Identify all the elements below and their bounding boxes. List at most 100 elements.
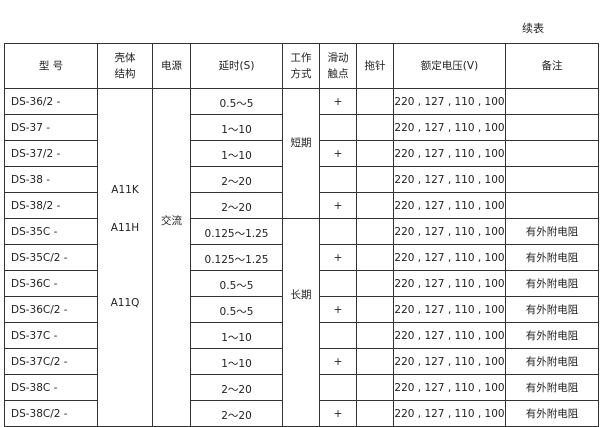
drag-pointer-cell <box>356 88 394 115</box>
table-row: DS-36/2 - A11K A11H A11Q 交流 0.5～5 短期 +220 , 127… <box>4 88 599 427</box>
note-cell: 有外附电阻 <box>505 348 599 375</box>
note-cell: 有外附电阻 <box>505 244 599 271</box>
rated-voltage-cell: 220 , 127 , 110 , 100 <box>393 218 506 245</box>
work-mode-cell: 短期 <box>282 88 320 219</box>
header-power: 电源 <box>152 43 191 89</box>
note-cell <box>505 192 599 219</box>
slide-contact-cell <box>319 218 357 245</box>
slide-contact-cell <box>319 322 357 349</box>
delay-cell: 2～20 <box>190 192 283 219</box>
rated-voltage-cell: 220 , 127 , 110 , 100 <box>393 374 506 401</box>
delay-cell: 2～20 <box>190 400 283 427</box>
model-cell: DS-37 - <box>4 114 98 141</box>
header-note: 备注 <box>505 43 599 89</box>
shell-group-a11h: A11H <box>110 222 140 234</box>
model-cell: DS-36C - <box>4 270 98 297</box>
header-row: 型 号壳体 结构 电源 延时(S) 工作 方式 滑动 触点 拖针 额定电压(V) 备注 <box>4 43 599 89</box>
model-cell: DS-38/2 - <box>4 192 98 219</box>
model-cell: DS-38 - <box>4 166 98 193</box>
rated-voltage-cell: 220 , 127 , 110 , 100 <box>393 140 506 167</box>
delay-cell: 1～10 <box>190 348 283 375</box>
drag-pointer-cell <box>356 192 394 219</box>
header-slide-contact: 滑动 触点 <box>319 43 357 89</box>
delay-cell: 0.125～1.25 <box>190 244 283 271</box>
note-cell: 有外附电阻 <box>505 296 599 323</box>
drag-pointer-cell <box>356 270 394 297</box>
rated-voltage-cell: 220 , 127 , 110 , 100 <box>393 114 506 141</box>
delay-cell: 0.5～5 <box>190 270 283 297</box>
drag-pointer-cell <box>356 374 394 401</box>
model-cell: DS-37/2 - <box>4 140 98 167</box>
slide-contact-cell <box>319 114 357 141</box>
model-cell: DS-36C/2 - <box>4 296 98 323</box>
model-cell: DS-36/2 - <box>4 88 98 115</box>
work-mode-long: 长期 <box>290 289 312 301</box>
drag-pointer-cell <box>356 114 394 141</box>
rated-voltage-cell: 220 , 127 , 110 , 100 <box>393 270 506 297</box>
model-cell: DS-38C/2 - <box>4 400 98 427</box>
note-cell <box>505 88 599 115</box>
rated-voltage-cell: 220 , 127 , 110 , 100 <box>393 322 506 349</box>
model-cell: DS-38C - <box>4 374 98 401</box>
table-row: DS-37C/2 - 1～10 +220 , 127 , 110 , 100 有外附电… <box>4 348 599 375</box>
slide-contact-cell <box>319 374 357 401</box>
drag-pointer-cell <box>356 348 394 375</box>
rated-voltage-cell: 220 , 127 , 110 , 100 <box>393 348 506 375</box>
delay-cell: 1～10 <box>190 114 283 141</box>
slide-contact-cell <box>319 270 357 297</box>
slide-contact-cell: + <box>319 192 357 219</box>
header-drag-pointer: 拖针 <box>356 43 394 89</box>
model-cell: DS-35C/2 - <box>4 244 98 271</box>
table-row: DS-36C/2 - 0.5～5 +220 , 127 , 110 , 100 有外附… <box>4 296 599 323</box>
rated-voltage-cell: 220 , 127 , 110 , 100 <box>393 244 506 271</box>
rated-voltage-cell: 220 , 127 , 110 , 100 <box>393 296 506 323</box>
delay-cell: 2～20 <box>190 374 283 401</box>
rated-voltage-cell: 220 , 127 , 110 , 100 <box>393 400 506 427</box>
drag-pointer-cell <box>356 322 394 349</box>
note-cell: 有外附电阻 <box>505 374 599 401</box>
shell-cell: A11K A11H A11Q <box>97 88 153 427</box>
table-row: DS-36C - 0.5～5 220 , 127 , 110 , 100 有外附电阻 <box>4 270 599 297</box>
drag-pointer-cell <box>356 140 394 167</box>
model-cell: DS-37C/2 - <box>4 348 98 375</box>
power-cell: 交流 <box>152 88 191 427</box>
shell-group-a11k: A11K <box>111 184 139 196</box>
note-cell <box>505 166 599 193</box>
slide-contact-cell <box>319 166 357 193</box>
header-work-mode: 工作 方式 <box>282 43 320 89</box>
relay-spec-table: 型 号壳体 结构 电源 延时(S) 工作 方式 滑动 触点 拖针 额定电压(V) 备注 DS-… <box>4 43 599 427</box>
slide-contact-cell: + <box>319 348 357 375</box>
header-rated-voltage: 额定电压(V) <box>393 43 506 89</box>
table-row: DS-35C/2 - 0.125～1.25 +220 , 127 , 110 , 1… <box>4 244 599 271</box>
rated-voltage-cell: 220 , 127 , 110 , 100 <box>393 88 506 115</box>
slide-contact-cell: + <box>319 140 357 167</box>
drag-pointer-cell <box>356 296 394 323</box>
note-cell: 有外附电阻 <box>505 270 599 297</box>
header-shell: 壳体 结构 <box>97 43 153 89</box>
slide-contact-cell: + <box>319 244 357 271</box>
delay-cell: 0.125～1.25 <box>190 218 283 245</box>
header-delay: 延时(S) <box>190 43 283 89</box>
shell-group-a11q: A11Q <box>110 297 140 309</box>
slide-contact-cell: + <box>319 296 357 323</box>
header-model: 型 号 <box>4 43 98 89</box>
drag-pointer-cell <box>356 166 394 193</box>
table-row: DS-37 - 1～10 220 , 127 , 110 , 100 <box>4 114 599 141</box>
note-cell: 有外附电阻 <box>505 400 599 427</box>
note-cell <box>505 114 599 141</box>
slide-contact-cell: + <box>319 88 357 115</box>
rated-voltage-cell: 220 , 127 , 110 , 100 <box>393 192 506 219</box>
delay-cell: 1～10 <box>190 322 283 349</box>
work-mode-cell: 长期 <box>282 218 320 427</box>
rated-voltage-cell: 220 , 127 , 110 , 100 <box>393 166 506 193</box>
model-cell: DS-35C - <box>4 218 98 245</box>
drag-pointer-cell <box>356 244 394 271</box>
note-cell: 有外附电阻 <box>505 322 599 349</box>
power-label: 交流 <box>161 215 182 227</box>
delay-cell: 0.5～5 <box>190 296 283 323</box>
delay-cell: 0.5～5 <box>190 88 283 115</box>
table-caption: 续表 <box>522 22 544 35</box>
delay-cell: 2～20 <box>190 166 283 193</box>
note-cell <box>505 140 599 167</box>
slide-contact-cell: + <box>319 400 357 427</box>
